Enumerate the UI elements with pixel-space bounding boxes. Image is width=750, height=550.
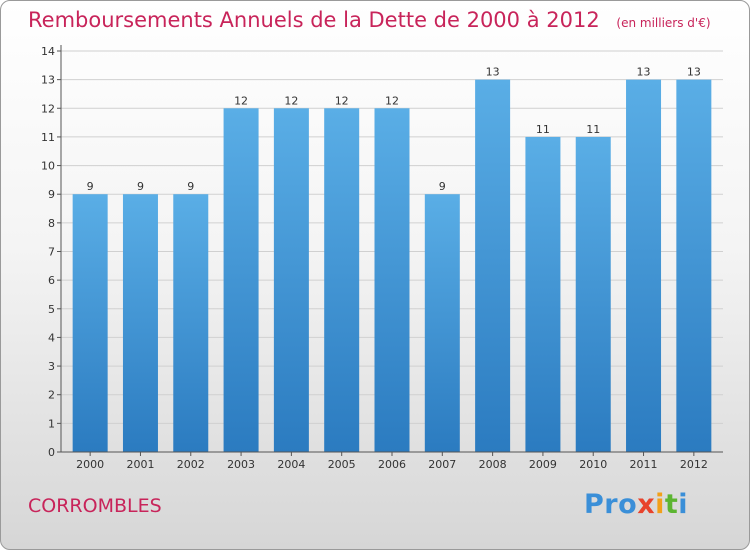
logo-letter: i bbox=[678, 489, 689, 520]
x-tick-label: 2003 bbox=[227, 458, 255, 471]
bar-value-label: 11 bbox=[536, 123, 550, 136]
bar bbox=[525, 136, 561, 452]
y-tick-label: 14 bbox=[41, 45, 55, 58]
bar bbox=[173, 194, 209, 452]
x-tick-label: 2004 bbox=[277, 458, 305, 471]
x-tick-label: 2012 bbox=[680, 458, 708, 471]
bars: 9 9 9 12 12 12 12 9 13 11 11 13 13 bbox=[72, 66, 712, 453]
x-tick-label: 2010 bbox=[579, 458, 607, 471]
x-tick-label: 2001 bbox=[126, 458, 154, 471]
bar bbox=[475, 79, 511, 453]
commune-name: CORROMBLES bbox=[28, 495, 162, 517]
bar-value-label: 12 bbox=[234, 94, 248, 107]
y-tick-label: 6 bbox=[48, 274, 55, 287]
bar-value-label: 13 bbox=[486, 66, 500, 79]
y-tick-label: 4 bbox=[48, 331, 55, 344]
logo-letter: x bbox=[637, 489, 656, 520]
proxiti-logo: Proxiti bbox=[584, 489, 688, 520]
y-tick-label: 8 bbox=[48, 217, 55, 230]
logo-letter: o bbox=[618, 489, 638, 520]
logo-letter: r bbox=[604, 489, 619, 520]
y-tick-label: 2 bbox=[48, 389, 55, 402]
y-tick-label: 11 bbox=[41, 131, 55, 144]
y-tick-label: 0 bbox=[48, 446, 55, 459]
bar bbox=[676, 79, 712, 453]
bar-value-label: 9 bbox=[187, 180, 194, 193]
bar-value-label: 12 bbox=[335, 94, 349, 107]
x-tick-label: 2008 bbox=[479, 458, 507, 471]
y-tick-label: 3 bbox=[48, 360, 55, 373]
x-tick-label: 2011 bbox=[630, 458, 658, 471]
bar bbox=[424, 194, 460, 452]
bar bbox=[122, 194, 158, 452]
bar-value-label: 12 bbox=[284, 94, 298, 107]
x-tick-label: 2006 bbox=[378, 458, 406, 471]
bar bbox=[626, 79, 662, 453]
bar-value-label: 11 bbox=[586, 123, 600, 136]
bar bbox=[575, 136, 611, 452]
y-tick-label: 1 bbox=[48, 417, 55, 430]
bar bbox=[72, 194, 108, 452]
bar bbox=[374, 108, 410, 453]
logo-letter: t bbox=[664, 489, 679, 520]
chart-subtitle: (en milliers d'€) bbox=[616, 16, 711, 30]
y-tick-label: 7 bbox=[48, 246, 55, 259]
y-tick-label: 10 bbox=[41, 160, 55, 173]
chart-title-text: Remboursements Annuels de la Dette de 20… bbox=[28, 8, 600, 32]
bar-value-label: 9 bbox=[87, 180, 94, 193]
y-tick-label: 9 bbox=[48, 188, 55, 201]
bar bbox=[223, 108, 259, 453]
x-tick-label: 2007 bbox=[428, 458, 456, 471]
y-tick-label: 13 bbox=[41, 74, 55, 87]
y-tick-label: 12 bbox=[41, 102, 55, 115]
bar-value-label: 13 bbox=[637, 66, 651, 79]
bar-value-label: 9 bbox=[439, 180, 446, 193]
bar-value-label: 12 bbox=[385, 94, 399, 107]
x-tick-label: 2009 bbox=[529, 458, 557, 471]
bar bbox=[273, 108, 309, 453]
x-tick-label: 2002 bbox=[177, 458, 205, 471]
x-tick-label: 2005 bbox=[328, 458, 356, 471]
logo-letter: P bbox=[584, 489, 605, 520]
chart-title: Remboursements Annuels de la Dette de 20… bbox=[28, 8, 711, 32]
x-tick-label: 2000 bbox=[76, 458, 104, 471]
y-tick-label: 5 bbox=[48, 303, 55, 316]
bar bbox=[324, 108, 360, 453]
bar-value-label: 13 bbox=[687, 66, 701, 79]
bar-value-label: 9 bbox=[137, 180, 144, 193]
logo-letter: i bbox=[655, 489, 665, 520]
